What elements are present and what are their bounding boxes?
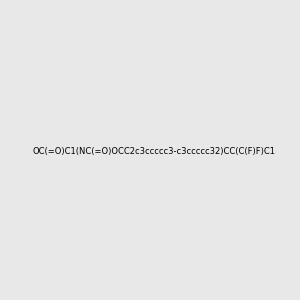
Text: OC(=O)C1(NC(=O)OCC2c3ccccc3-c3ccccc32)CC(C(F)F)C1: OC(=O)C1(NC(=O)OCC2c3ccccc3-c3ccccc32)CC… <box>32 147 275 156</box>
